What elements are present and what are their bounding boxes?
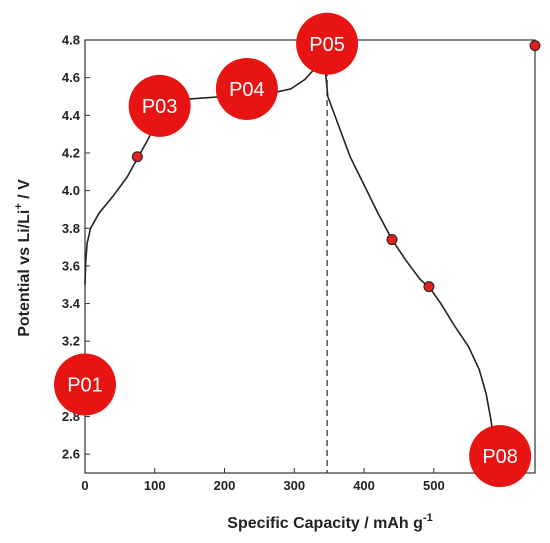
data-point-3 <box>529 40 541 52</box>
badge-p04: P04 <box>215 57 278 120</box>
badge-p03: P03 <box>128 74 191 137</box>
y-tick-label-8: 4.2 <box>62 145 80 160</box>
x-axis-title-text: Specific Capacity / mAh g <box>227 515 423 532</box>
x-tick-label-3: 300 <box>283 478 305 493</box>
y-axis-title-text: Potential vs Li/Li <box>16 210 33 337</box>
point-badges: P01 P03 P04 P05 P08 <box>54 12 532 488</box>
badge-label: P04 <box>229 79 265 101</box>
y-axis-title: Potential vs Li/Li+ / V <box>13 179 33 337</box>
y-tick-label-11: 4.8 <box>62 33 80 48</box>
badge-p05: P05 <box>296 12 359 75</box>
x-tick-label-2: 200 <box>214 478 236 493</box>
badge-label: P08 <box>482 446 518 468</box>
badge-label: P05 <box>309 34 345 56</box>
badge-circle <box>54 353 116 416</box>
badge-circle <box>469 425 532 488</box>
y-axis-title-sup: + <box>13 203 25 209</box>
y-tick-label-6: 3.8 <box>62 221 80 236</box>
data-markers <box>131 40 541 293</box>
y-tick-label-9: 4.4 <box>62 108 81 123</box>
x-tick-label-1: 100 <box>144 478 166 493</box>
x-axis-title: Specific Capacity / mAh g-1 <box>227 512 432 532</box>
badge-circle <box>296 12 359 75</box>
data-point-1 <box>386 234 398 246</box>
y-tick-label-7: 4.0 <box>62 183 80 198</box>
x-tick-label-4: 400 <box>353 478 375 493</box>
y-tick-label-0: 2.6 <box>62 447 80 462</box>
badge-circle <box>128 74 191 137</box>
y-tick-label-5: 3.6 <box>62 258 80 273</box>
x-axis-title-sup: -1 <box>423 512 433 524</box>
x-tick-label-5: 500 <box>423 478 445 493</box>
badge-p08: P08 <box>469 425 532 488</box>
badge-circle <box>215 57 278 120</box>
badge-label: P01 <box>67 375 103 397</box>
y-tick-label-10: 4.6 <box>62 70 80 85</box>
x-tick-label-0: 0 <box>81 478 88 493</box>
y-tick-label-4: 3.4 <box>62 296 81 311</box>
badge-p01: P01 <box>54 353 116 416</box>
data-point-2 <box>423 281 435 293</box>
data-point-0 <box>131 151 143 163</box>
y-axis-title-suffix: / V <box>16 179 33 203</box>
badge-label: P03 <box>142 96 178 118</box>
y-tick-label-3: 3.2 <box>62 334 80 349</box>
